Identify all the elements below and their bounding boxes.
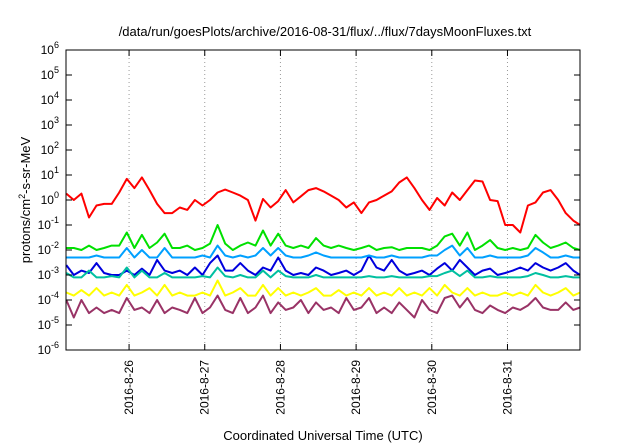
x-axis-ticks: 2016-8-26 2016-8-27 2016-8-28 2016-8-29 2016… <box>122 50 514 415</box>
y-tick-label: 10-6 <box>38 340 59 357</box>
series-lines <box>65 176 581 319</box>
y-tick-label: 101 <box>41 165 59 182</box>
series-line-5 <box>65 266 581 279</box>
y-tick-label: 10-3 <box>38 265 59 282</box>
series-line-3 <box>65 254 581 276</box>
y-tick-label: 10-4 <box>38 290 59 307</box>
series-line-7 <box>65 294 581 319</box>
y-tick-label: 105 <box>41 65 59 82</box>
x-tick-label: 2016-8-28 <box>273 360 287 415</box>
y-tick-label: 10-2 <box>38 240 59 257</box>
series-line-2 <box>66 224 581 251</box>
x-tick-label: 2016-8-26 <box>122 360 136 415</box>
y-tick-label: 10-1 <box>38 215 59 232</box>
plot-frame <box>65 49 581 351</box>
x-axis-label: Coordinated Universal Time (UTC) <box>223 428 422 443</box>
y-axis-ticks: 10-6 10-5 10-4 10-3 10-2 10-1 100 101 102 103 104 1… <box>38 40 580 357</box>
x-tick-label: 2016-8-31 <box>500 360 514 415</box>
y-tick-label: 100 <box>41 190 59 207</box>
y-tick-label: 106 <box>41 40 59 57</box>
x-tick-label: 2016-8-30 <box>425 360 439 415</box>
y-tick-label: 102 <box>41 140 59 157</box>
y-tick-label: 104 <box>41 90 59 107</box>
x-tick-label: 2016-8-29 <box>349 360 363 415</box>
chart-title: /data/run/goesPlots/archive/2016-08-31/f… <box>119 24 532 39</box>
series-line-6 <box>65 279 581 297</box>
y-tick-label: 10-5 <box>38 315 59 332</box>
series-line-4 <box>66 244 581 259</box>
series-line-1 <box>65 176 581 234</box>
y-tick-label: 103 <box>41 115 59 132</box>
x-tick-label: 2016-8-27 <box>198 360 212 415</box>
y-axis-label: protons/cm2-s-sr-MeV <box>17 136 33 263</box>
